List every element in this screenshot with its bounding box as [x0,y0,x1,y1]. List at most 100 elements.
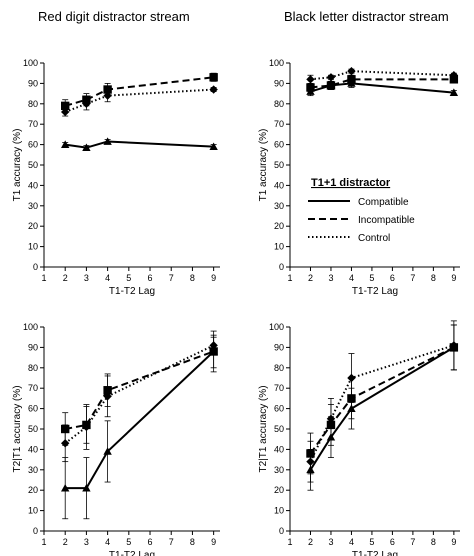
series-incompatible [61,72,218,113]
x-tick-label: 9 [451,273,456,283]
x-tick-label: 7 [410,273,415,283]
legend: T1+1 distractor Compatible Incompatible Co… [308,177,415,244]
y-tick-label: 10 [274,242,284,252]
data-point-diamond [326,414,336,423]
x-tick-label: 9 [211,537,216,547]
x-tick-label: 6 [148,537,153,547]
series-line-compatible [65,140,214,149]
y-tick-label: 70 [274,383,284,393]
x-tick-label: 3 [328,537,333,547]
y-tick-label: 100 [269,322,284,332]
x-tick-label: 9 [211,273,216,283]
legend-label-control: Control [358,233,390,244]
x-axis-label: T1-T2 Lag [109,550,155,556]
panel-bottom-right: 0 10 20 30 40 50 60 70 80 90 100 1 2 3 4 5 6 7 8 9 T1-T2 Lag… [258,320,460,556]
y-tick-label: 70 [28,119,38,129]
data-point-diamond [103,392,112,401]
x-tick-label: 5 [126,273,131,283]
y-tick-label: 40 [274,444,284,454]
y-tick-label: 0 [33,526,38,536]
series-line-control [64,344,215,445]
y-tick-label: 100 [23,58,38,68]
y-tick-label: 90 [274,342,284,352]
x-tick-label: 1 [287,537,292,547]
y-axis-label: T1 accuracy (%) [12,129,23,202]
x-tick-label: 3 [84,273,89,283]
data-point-triangle [61,483,70,492]
x-tick-label: 1 [287,273,292,283]
x-tick-label: 8 [431,537,436,547]
y-tick-label: 80 [28,99,38,109]
x-tick-label: 1 [41,273,46,283]
data-point-diamond [449,71,459,80]
y-tick-label: 50 [28,160,38,170]
x-tick-label: 5 [369,537,374,547]
data-point-square [209,73,218,82]
data-point-diamond [209,341,218,350]
x-tick-label: 2 [308,273,313,283]
y-tick-label: 30 [274,465,284,475]
y-axis-label: T1 accuracy (%) [258,129,269,202]
y-tick-label: 70 [28,383,38,393]
series-incompatible [306,324,459,475]
y-tick-label: 60 [28,140,38,150]
column-title-black-letter: Black letter distractor stream [284,9,449,24]
data-point-diamond [82,99,91,108]
data-point-diamond [61,439,70,448]
x-axis-label: T1-T2 Lag [352,286,398,297]
panel-top-right: 0 10 20 30 40 50 60 70 80 90 100 1 2 3 4 5 6 7 8 9 T1-T2 Lag… [258,58,460,297]
y-tick-label: 40 [28,444,38,454]
y-tick-label: 60 [274,140,284,150]
legend-title: T1+1 distractor [311,177,391,189]
y-axis-label: T2|T1 accuracy (%) [12,385,23,472]
y-tick-label: 70 [274,119,284,129]
x-axis-label: T1-T2 Lag [352,550,398,556]
x-tick-label: 8 [190,537,195,547]
y-tick-label: 90 [28,342,38,352]
series-line-incompatible [64,76,214,107]
x-tick-label: 6 [390,273,395,283]
y-tick-label: 0 [279,262,284,272]
series-line-incompatible [310,78,454,89]
x-tick-label: 4 [349,537,354,547]
data-point-triangle [209,142,218,150]
x-tick-label: 6 [148,273,153,283]
x-tick-label: 5 [369,273,374,283]
y-tick-label: 80 [274,363,284,373]
y-tick-label: 40 [274,180,284,190]
x-tick-label: 3 [84,537,89,547]
series-line-control [310,70,454,81]
y-tick-label: 20 [274,485,284,495]
x-tick-label: 8 [190,273,195,283]
data-point-triangle [103,447,112,455]
x-tick-label: 8 [431,273,436,283]
x-tick-label: 2 [63,273,68,283]
y-tick-label: 20 [28,221,38,231]
x-tick-label: 3 [328,273,333,283]
y-tick-label: 50 [28,424,38,434]
legend-label-compatible: Compatible [358,197,409,208]
column-title-red-digit: Red digit distractor stream [38,9,190,24]
series-line-compatible [65,350,215,490]
x-tick-label: 4 [105,537,110,547]
y-tick-label: 0 [279,526,284,536]
series-control [61,85,218,117]
panel-top-left: 0 10 20 30 40 50 60 70 80 90 100 1 2 3 4 5 6 7 8 9 T1-T2 Lag… [12,58,220,297]
x-tick-label: 5 [126,537,131,547]
x-tick-label: 2 [63,537,68,547]
series-compatible [61,137,218,152]
y-tick-label: 20 [28,485,38,495]
x-tick-label: 7 [169,273,174,283]
y-tick-label: 30 [274,201,284,211]
series-line-control [309,344,455,463]
data-point-diamond [347,373,356,383]
series-control [306,66,459,84]
data-point-square [306,83,315,92]
x-tick-label: 4 [105,273,110,283]
legend-label-incompatible: Incompatible [358,215,415,226]
x-tick-label: 7 [169,537,174,547]
data-point-triangle [82,143,91,152]
y-tick-label: 90 [28,78,38,88]
series-line-compatible [310,82,454,94]
